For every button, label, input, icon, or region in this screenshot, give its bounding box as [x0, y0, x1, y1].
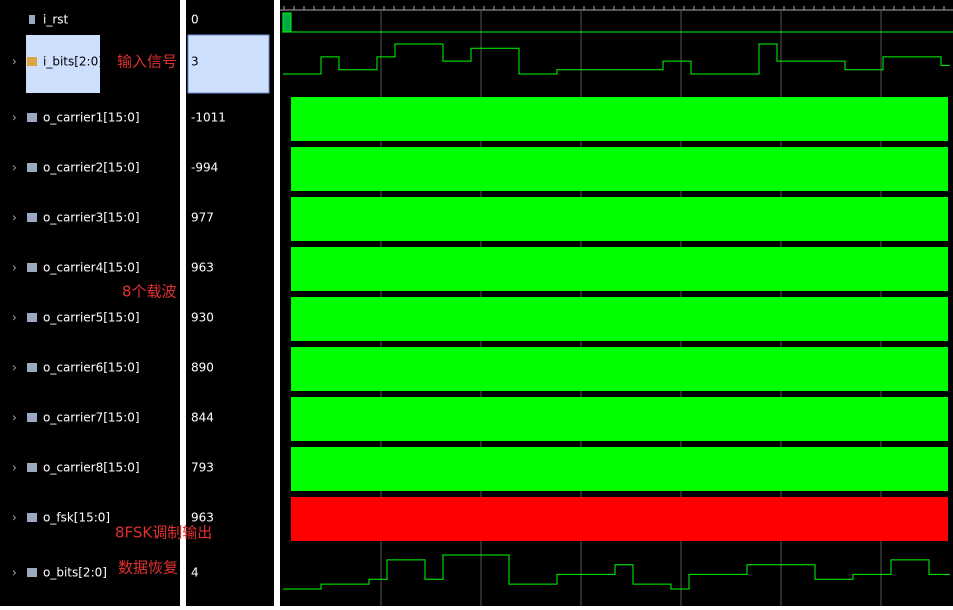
signal-name[interactable]: o_carrier2[15:0] [43, 161, 140, 175]
wave-bus [291, 147, 948, 191]
selection [26, 35, 100, 93]
signal-icon [27, 363, 37, 372]
signal-value[interactable]: 844 [191, 411, 214, 425]
expand-arrow: › [12, 211, 17, 225]
expand-arrow: › [12, 461, 17, 475]
signal-icon [27, 463, 37, 472]
expand-arrow: › [12, 261, 17, 275]
signal-name[interactable]: o_carrier5[15:0] [43, 311, 140, 325]
annotation: 8个载波 [122, 283, 177, 301]
signal-value[interactable]: 963 [191, 261, 214, 275]
expand-arrow: › [12, 411, 17, 425]
expand-arrow: › [12, 566, 17, 580]
signal-name[interactable]: o_bits[2:0] [43, 566, 107, 580]
wave-bus [291, 97, 948, 141]
signal-icon [27, 568, 37, 577]
signal-value[interactable]: 963 [191, 511, 214, 525]
signal-name[interactable]: o_carrier8[15:0] [43, 461, 140, 475]
signal-name[interactable]: o_carrier3[15:0] [43, 211, 140, 225]
signal-icon [27, 263, 37, 272]
signal-value[interactable]: 930 [191, 311, 214, 325]
annotation: 数据恢复 [118, 559, 178, 577]
signal-icon [27, 113, 37, 122]
signal-value[interactable]: -994 [191, 161, 218, 175]
annotation: 输入信号 [117, 53, 177, 71]
signal-name[interactable]: o_fsk[15:0] [43, 511, 110, 525]
signal-value[interactable]: 793 [191, 461, 214, 475]
expand-arrow: › [12, 361, 17, 375]
expand-arrow: › [12, 311, 17, 325]
expand-arrow: › [12, 55, 17, 69]
signal-value[interactable]: 977 [191, 211, 214, 225]
signal-name[interactable]: i_rst [43, 13, 69, 27]
signal-name[interactable]: o_carrier6[15:0] [43, 361, 140, 375]
signal-icon [27, 57, 37, 66]
signal-icon [27, 163, 37, 172]
signal-icon [27, 513, 37, 522]
value-selection [187, 34, 270, 94]
signal-value[interactable]: 890 [191, 361, 214, 375]
signal-icon [27, 413, 37, 422]
signal-name[interactable]: o_carrier7[15:0] [43, 411, 140, 425]
expand-arrow: › [12, 511, 17, 525]
wave [283, 43, 950, 75]
value-panel [186, 0, 274, 606]
wave-bus [291, 247, 948, 291]
expand-arrow: › [12, 161, 17, 175]
signal-icon [29, 15, 35, 24]
reset-pulse [282, 12, 292, 33]
signal-value[interactable]: -1011 [191, 111, 226, 125]
wave-bus [291, 497, 948, 541]
wave-bus [291, 197, 948, 241]
signal-icon [27, 313, 37, 322]
signal-value[interactable]: 3 [191, 55, 199, 69]
signal-name[interactable]: o_carrier1[15:0] [43, 111, 140, 125]
signal-icon [27, 213, 37, 222]
wave [283, 554, 950, 590]
wave-bus [291, 297, 948, 341]
signal-name[interactable]: i_bits[2:0] [43, 55, 103, 69]
wave-bus [291, 347, 948, 391]
name-panel [0, 0, 180, 606]
signal-name[interactable]: o_carrier4[15:0] [43, 261, 140, 275]
signal-value[interactable]: 0 [191, 13, 199, 27]
signal-value[interactable]: 4 [191, 566, 199, 580]
annotation: 8FSK调制输出 [115, 524, 212, 542]
wave-bus [291, 447, 948, 491]
wave-bus [291, 397, 948, 441]
expand-arrow: › [12, 111, 17, 125]
